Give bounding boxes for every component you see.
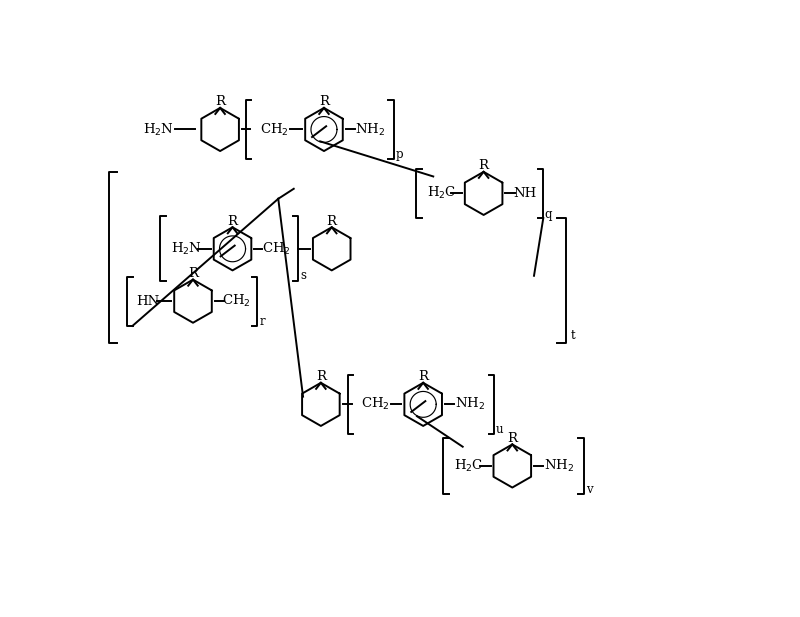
Text: r: r [259, 315, 265, 328]
Text: t: t [570, 329, 575, 342]
Text: R: R [227, 215, 238, 228]
Text: R: R [215, 95, 225, 108]
Text: R: R [316, 370, 326, 383]
Text: CH$_2$: CH$_2$ [262, 241, 290, 257]
Text: p: p [395, 147, 403, 160]
Text: NH$_2$: NH$_2$ [544, 458, 574, 474]
Text: NH$_2$: NH$_2$ [355, 122, 386, 138]
Text: u: u [496, 423, 504, 436]
Text: R: R [188, 267, 198, 280]
Text: R: R [326, 215, 337, 228]
Text: H$_2$C: H$_2$C [427, 185, 457, 201]
Text: H$_2$N: H$_2$N [171, 241, 202, 257]
Text: R: R [319, 95, 329, 108]
Text: R: R [507, 432, 518, 445]
Text: R: R [478, 159, 489, 172]
Text: CH$_2$: CH$_2$ [222, 293, 250, 309]
Text: HN: HN [137, 295, 160, 308]
Text: H$_2$N: H$_2$N [142, 122, 174, 138]
Text: CH$_2$: CH$_2$ [361, 396, 390, 412]
Text: NH$_2$: NH$_2$ [454, 396, 485, 412]
Text: v: v [586, 482, 592, 495]
Text: R: R [418, 370, 428, 383]
Text: H$_2$C: H$_2$C [454, 458, 483, 474]
Text: s: s [300, 269, 306, 283]
Text: q: q [544, 208, 552, 221]
Text: CH$_2$: CH$_2$ [260, 122, 289, 138]
Text: NH: NH [513, 187, 536, 200]
